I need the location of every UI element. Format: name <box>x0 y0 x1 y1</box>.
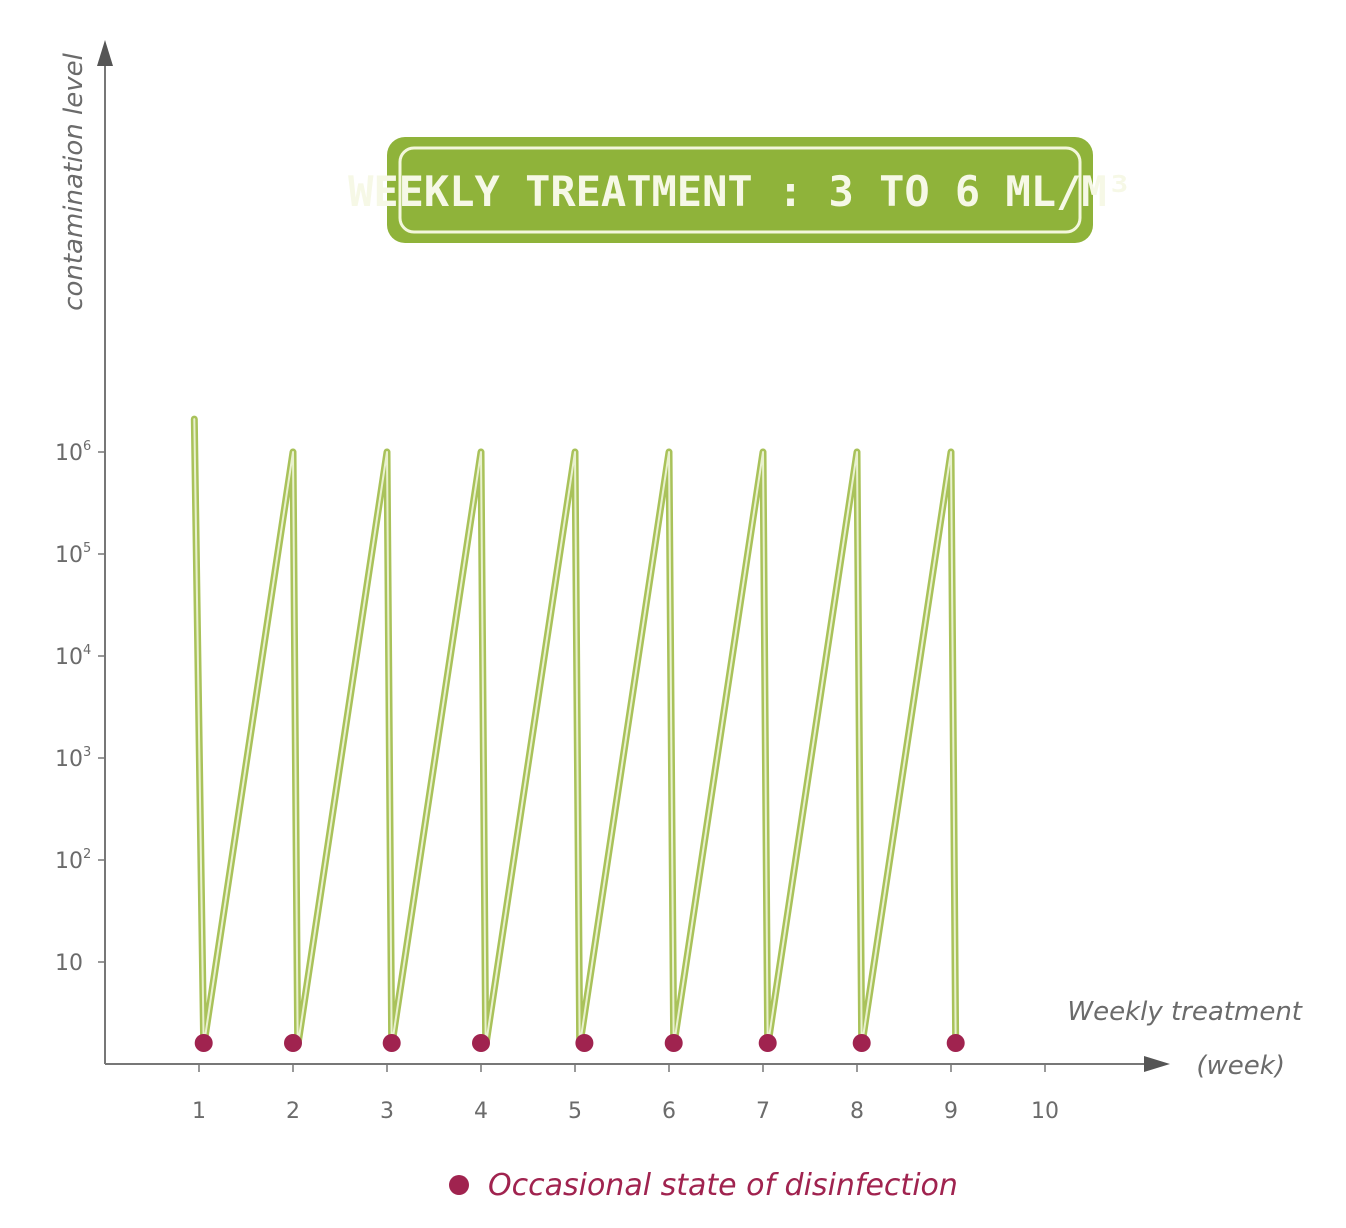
y-tick-base: 10 <box>55 747 83 772</box>
legend-marker-icon <box>449 1175 469 1195</box>
x-ticks: 1 2 3 4 5 6 7 8 9 10 <box>192 1064 1059 1124</box>
x-tick-label: 4 <box>474 1099 488 1124</box>
y-tick-label: 105 <box>55 541 91 568</box>
disinfection-marker <box>575 1034 594 1052</box>
x-axis-unit: (week) <box>1196 1051 1285 1081</box>
disinfection-marker <box>758 1034 777 1052</box>
y-tick-base: 10 <box>55 849 83 874</box>
y-tick-exponent: 6 <box>83 439 91 454</box>
disinfection-marker <box>664 1034 683 1052</box>
disinfection-marker <box>852 1034 871 1052</box>
y-tick-label: 10 <box>55 951 83 976</box>
y-tick-base: 10 <box>55 441 83 466</box>
marker-group <box>194 1034 965 1052</box>
x-tick-label: 5 <box>568 1099 582 1124</box>
x-tick-label: 7 <box>756 1099 770 1124</box>
x-tick-label: 1 <box>192 1099 206 1124</box>
chart-title: WEEKLY TREATMENT : 3 TO 6 ML/M³ <box>348 167 1132 216</box>
axes <box>97 40 1170 1072</box>
x-tick-label: 9 <box>944 1099 958 1124</box>
y-tick-exponent: 3 <box>83 745 91 760</box>
disinfection-marker <box>284 1034 302 1052</box>
title-box-inner-border <box>398 146 1082 234</box>
chart-title-box: WEEKLY TREATMENT : 3 TO 6 ML/M³ <box>348 137 1132 243</box>
x-tick-label: 2 <box>286 1099 300 1124</box>
y-tick-label: 104 <box>55 643 91 670</box>
y-tick-exponent: 2 <box>83 847 91 862</box>
x-axis-label: Weekly treatment <box>1067 997 1302 1027</box>
x-tick-label: 8 <box>850 1099 864 1124</box>
series-line-highlight <box>193 418 957 1047</box>
disinfection-marker <box>194 1034 213 1052</box>
y-tick-label: 102 <box>55 847 91 874</box>
x-axis-arrow-icon <box>1144 1056 1170 1072</box>
x-tick-label: 6 <box>662 1099 676 1124</box>
disinfection-marker <box>946 1034 965 1052</box>
x-tick-label: 3 <box>380 1099 394 1124</box>
title-box-outer <box>387 137 1093 243</box>
legend: Occasional state of disinfection <box>449 1168 958 1203</box>
y-tick-exponent: 5 <box>83 541 91 556</box>
disinfection-marker <box>472 1034 490 1052</box>
y-tick-label: 106 <box>55 439 91 466</box>
y-tick-base: 10 <box>55 543 83 568</box>
y-tick-label: 103 <box>55 745 91 772</box>
x-tick-label: 10 <box>1031 1099 1059 1124</box>
series-group <box>190 415 960 1050</box>
y-tick-exponent: 4 <box>83 643 91 658</box>
y-tick-base: 10 <box>55 645 83 670</box>
y-axis-label: contamination level <box>59 52 89 310</box>
legend-label: Occasional state of disinfection <box>488 1168 958 1203</box>
disinfection-marker <box>382 1034 401 1052</box>
y-axis-arrow-icon <box>97 40 113 66</box>
